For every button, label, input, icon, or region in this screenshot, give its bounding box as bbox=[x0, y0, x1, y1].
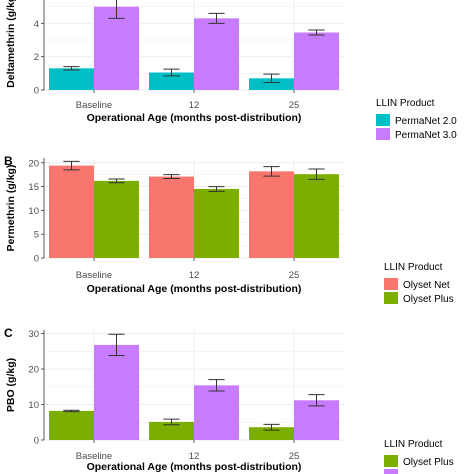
y-tick-label: 20 bbox=[28, 158, 39, 169]
bar bbox=[294, 400, 339, 440]
x-tick-label: 25 bbox=[289, 100, 300, 111]
bar bbox=[249, 78, 294, 90]
bar bbox=[249, 427, 294, 440]
bar bbox=[294, 32, 339, 90]
error-bar bbox=[63, 160, 80, 171]
legend-item-label: Olyset Net bbox=[403, 280, 450, 291]
bar bbox=[94, 6, 139, 91]
legend-swatch bbox=[384, 455, 398, 467]
error-bar bbox=[163, 68, 180, 77]
legend-swatch bbox=[384, 292, 398, 304]
x-tick-label: 25 bbox=[289, 451, 300, 462]
x-axis-title: Operational Age (months post-distributio… bbox=[87, 112, 302, 124]
x-tick-label: 12 bbox=[189, 270, 200, 281]
panel-label: C bbox=[4, 326, 13, 340]
y-tick-label: 5 bbox=[34, 230, 39, 241]
bar bbox=[294, 174, 339, 258]
bar bbox=[194, 385, 239, 440]
y-tick-label: 10 bbox=[28, 206, 39, 217]
chart-panel: B 0 5 10 15 20 Baseline 12 25 Operational Age (mo… bbox=[4, 154, 454, 305]
error-bar bbox=[263, 423, 280, 431]
error-bar bbox=[308, 394, 325, 407]
bar bbox=[49, 165, 94, 258]
bar bbox=[49, 410, 94, 440]
y-tick-label: 0 bbox=[34, 254, 39, 265]
error-bar bbox=[63, 66, 80, 71]
legend-item-label: PermaNet 2.0 bbox=[395, 116, 457, 127]
y-tick-label: 4 bbox=[34, 19, 39, 30]
x-tick-label: 12 bbox=[189, 451, 200, 462]
y-axis-title: Permethrin (g/kg) bbox=[5, 165, 17, 252]
bar bbox=[94, 180, 139, 258]
bar bbox=[149, 421, 194, 440]
x-axis-title: Operational Age (months post-distributio… bbox=[87, 283, 302, 295]
bar bbox=[149, 72, 194, 90]
error-bar bbox=[263, 73, 280, 83]
error-bar bbox=[263, 166, 280, 177]
y-tick-label: 0 bbox=[34, 436, 39, 447]
bar bbox=[249, 171, 294, 258]
bar bbox=[49, 68, 94, 90]
legend-swatch bbox=[384, 469, 398, 474]
bar bbox=[194, 18, 239, 90]
error-bar bbox=[308, 168, 325, 180]
y-tick-label: 15 bbox=[28, 182, 39, 193]
y-axis-title: Deltamethrin (g/kg) bbox=[5, 0, 17, 88]
panel-label: B bbox=[4, 154, 13, 168]
x-tick-label: Baseline bbox=[76, 270, 112, 281]
legend-item-label: Olyset Plus bbox=[403, 457, 454, 468]
y-tick-label: 20 bbox=[28, 365, 39, 376]
bar bbox=[149, 176, 194, 258]
error-bar bbox=[208, 186, 225, 192]
legend-swatch bbox=[384, 278, 398, 290]
error-bar bbox=[108, 333, 125, 357]
y-tick-label: 2 bbox=[34, 52, 39, 63]
error-bar bbox=[108, 0, 125, 19]
legend-swatch bbox=[376, 128, 390, 140]
bar bbox=[94, 344, 139, 440]
error-bar bbox=[208, 379, 225, 392]
legend-item-label: Olyset Plus bbox=[403, 294, 454, 305]
y-tick-label: 10 bbox=[28, 400, 39, 411]
legend-title: LLIN Product bbox=[384, 439, 443, 450]
y-tick-label: 0 bbox=[34, 86, 39, 97]
error-bar bbox=[308, 29, 325, 36]
error-bar bbox=[163, 174, 180, 179]
y-axis-title: PBO (g/kg) bbox=[5, 358, 17, 412]
x-tick-label: Baseline bbox=[76, 100, 112, 111]
error-bar bbox=[208, 12, 225, 24]
error-bar bbox=[63, 409, 80, 413]
legend-title: LLIN Product bbox=[376, 98, 435, 109]
legend-item-label: PermaNet 3.0 bbox=[395, 130, 457, 141]
x-tick-label: Baseline bbox=[76, 451, 112, 462]
y-tick-label: 30 bbox=[28, 329, 39, 340]
legend-title: LLIN Product bbox=[384, 262, 443, 273]
x-tick-label: 12 bbox=[189, 100, 200, 111]
legend-swatch bbox=[376, 114, 390, 126]
x-tick-label: 25 bbox=[289, 270, 300, 281]
error-bar bbox=[163, 418, 180, 426]
error-bar bbox=[108, 178, 125, 184]
x-axis-title: Operational Age (months post-distributio… bbox=[87, 461, 302, 473]
bar bbox=[194, 188, 239, 258]
